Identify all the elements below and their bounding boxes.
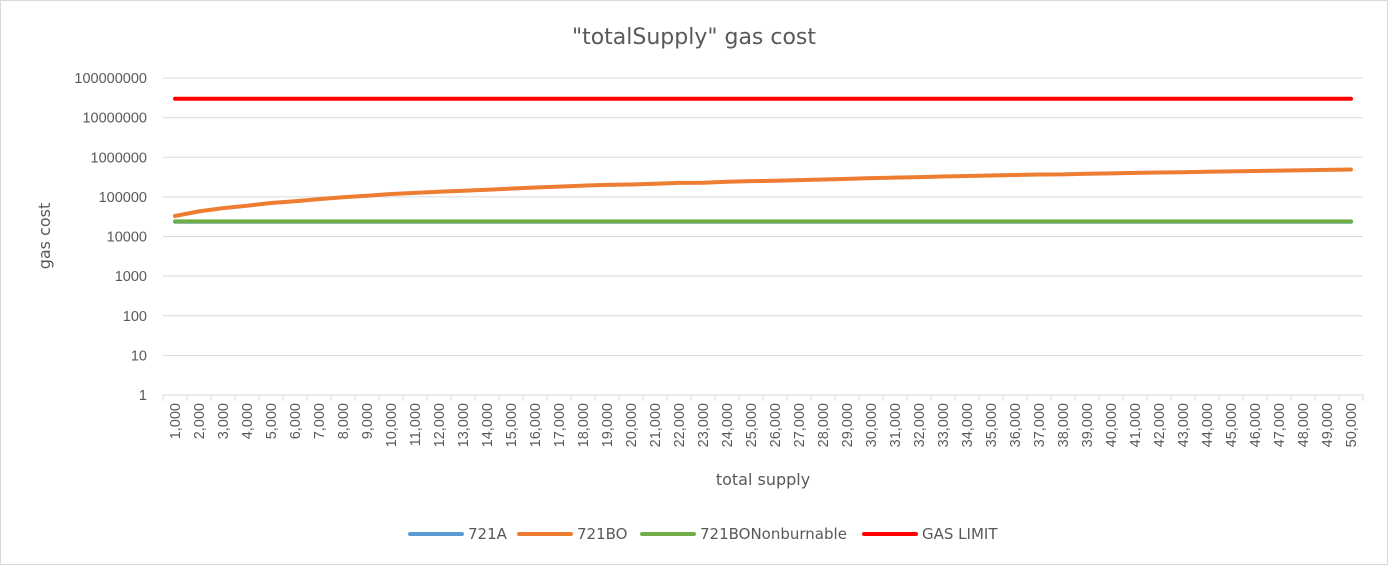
y-tick-label: 1000: [115, 269, 147, 285]
x-tick-label: 2,000: [192, 403, 208, 439]
x-tick-label: 26,000: [768, 403, 784, 447]
x-tick-label: 5,000: [264, 403, 280, 439]
x-tick-label: 35,000: [984, 403, 1000, 447]
y-tick-label: 100: [123, 309, 147, 325]
x-tick-label: 8,000: [336, 403, 352, 439]
x-tick-label: 14,000: [480, 403, 496, 447]
legend-label: 721BONonburnable: [700, 525, 847, 543]
y-tick-label: 10000: [107, 230, 147, 246]
x-tick-label: 3,000: [216, 403, 232, 439]
y-tick-label: 100000: [99, 190, 147, 206]
y-tick-label: 10000000: [82, 111, 147, 127]
x-tick-label: 10,000: [384, 403, 400, 447]
x-tick-label: 13,000: [456, 403, 472, 447]
chart-title: "totalSupply" gas cost: [572, 25, 816, 50]
x-tick-label: 11,000: [408, 403, 424, 446]
y-tick-label: 1000000: [91, 150, 147, 166]
x-tick-label: 4,000: [240, 403, 256, 439]
x-tick-label: 44,000: [1200, 403, 1216, 447]
gridlines: [163, 77, 1363, 356]
legend-label: 721BO: [577, 525, 627, 543]
x-tick-label: 17,000: [552, 403, 568, 447]
x-tick-label: 45,000: [1224, 403, 1240, 447]
x-tick-label: 24,000: [720, 403, 736, 447]
y-axis-label: gas cost: [35, 203, 54, 270]
x-tick-label: 16,000: [528, 403, 544, 447]
x-tick-label: 39,000: [1080, 403, 1096, 447]
x-tick-label: 43,000: [1176, 403, 1192, 447]
series-line-721bo: [173, 167, 1353, 218]
x-tick-label: 1,000: [168, 403, 184, 439]
y-axis-ticks: 1 10 100 1000 10000 100000 1000000 10000000 1000…: [74, 71, 147, 404]
x-tick-label: 19,000: [600, 403, 616, 447]
x-tick-label: 6,000: [288, 403, 304, 439]
y-tick-label: 10: [131, 348, 147, 364]
x-tick-label: 37,000: [1032, 403, 1048, 447]
x-tick-label: 28,000: [816, 403, 832, 447]
legend-label: 721A: [468, 525, 508, 543]
x-tick-label: 40,000: [1104, 403, 1120, 447]
series-lines: [173, 96, 1353, 224]
x-tick-label: 33,000: [936, 403, 952, 447]
x-tick-label: 48,000: [1296, 403, 1312, 447]
legend-label: GAS LIMIT: [922, 525, 998, 543]
legend: 721A 721BO 721BONonburnable GAS LIMIT: [408, 525, 998, 543]
x-tick-label: 20,000: [624, 403, 640, 447]
x-axis-label: total supply: [716, 470, 810, 489]
x-tick-label: 50,000: [1344, 403, 1360, 447]
x-tick-label: 42,000: [1152, 403, 1168, 447]
x-tick-label: 25,000: [744, 403, 760, 447]
x-tick-label: 27,000: [792, 403, 808, 447]
x-tick-label: 12,000: [432, 403, 448, 447]
x-axis-ticks: 1,000 2,000 3,000 4,000 5,000 6,000 7,000 8,000…: [162, 395, 1364, 447]
x-tick-label: 32,000: [912, 403, 928, 447]
x-tick-label: 29,000: [840, 403, 856, 447]
y-tick-label: 1: [139, 388, 147, 404]
x-tick-label: 15,000: [504, 403, 520, 447]
x-tick-label: 21,000: [648, 403, 664, 447]
x-tick-label: 41,000: [1128, 403, 1144, 447]
x-tick-label: 23,000: [696, 403, 712, 447]
x-tick-label: 46,000: [1248, 403, 1264, 447]
y-tick-label: 100000000: [74, 71, 147, 87]
x-tick-label: 22,000: [672, 403, 688, 447]
x-tick-label: 38,000: [1056, 403, 1072, 447]
x-tick-label: 49,000: [1320, 403, 1336, 447]
x-tick-label: 34,000: [960, 403, 976, 447]
x-tick-label: 36,000: [1008, 403, 1024, 447]
x-tick-label: 30,000: [864, 403, 880, 447]
x-tick-label: 9,000: [360, 403, 376, 439]
x-tick-label: 47,000: [1272, 403, 1288, 447]
x-tick-label: 18,000: [576, 403, 592, 447]
x-tick-label: 31,000: [888, 403, 904, 447]
x-tick-label: 7,000: [312, 403, 328, 439]
